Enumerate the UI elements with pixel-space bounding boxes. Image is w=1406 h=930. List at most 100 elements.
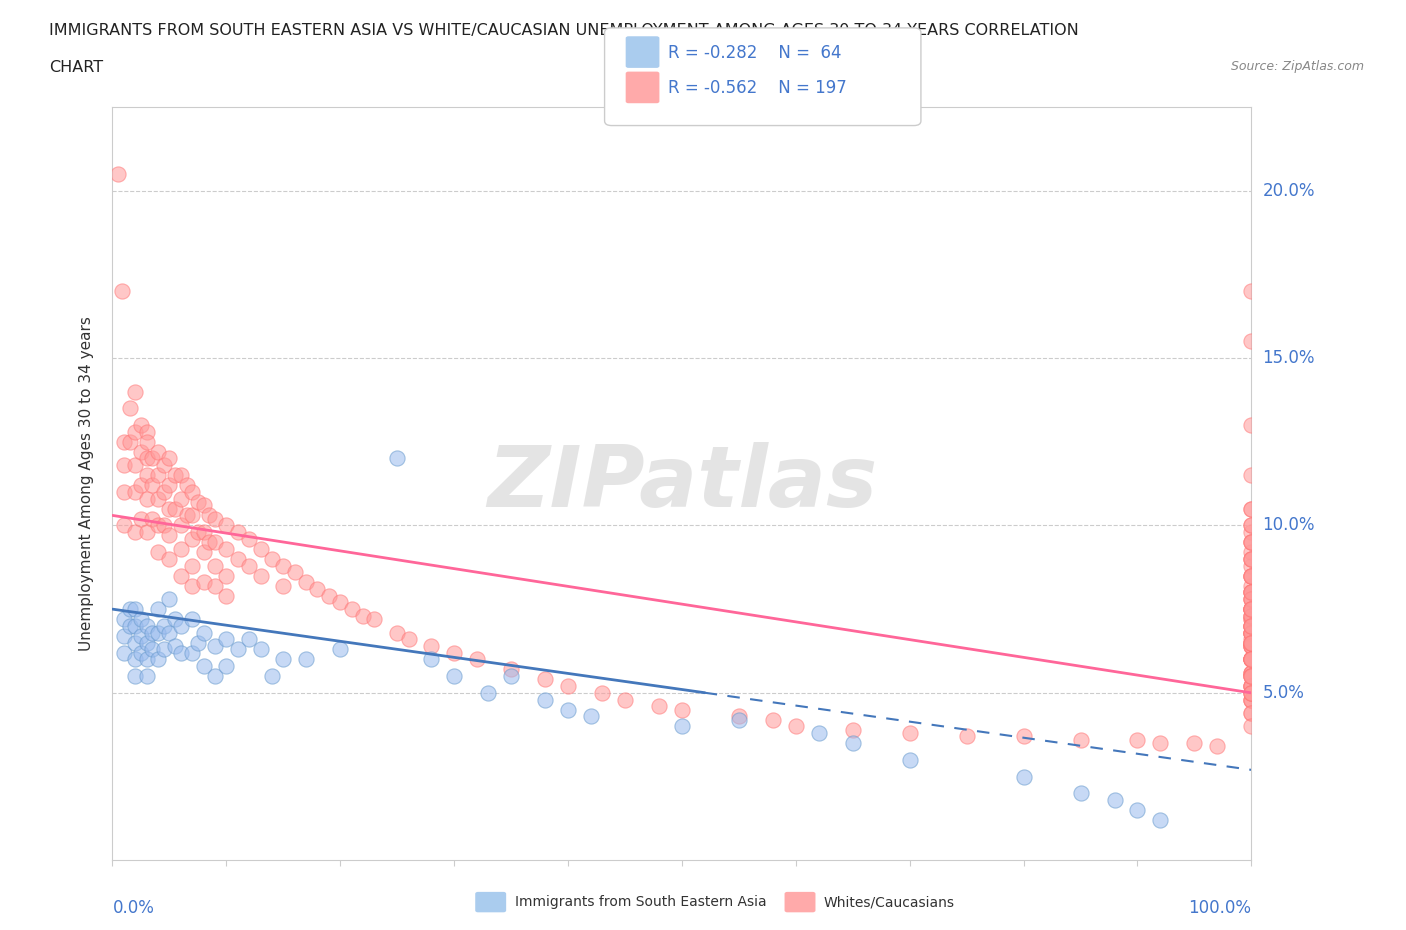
- Point: [1240, 665, 1263, 680]
- Point: [1240, 551, 1263, 566]
- Point: [1069, 786, 1091, 801]
- Point: [1240, 618, 1263, 633]
- Point: [1240, 631, 1263, 646]
- Point: [1240, 652, 1263, 667]
- Point: [1126, 732, 1149, 747]
- Point: [1240, 679, 1263, 694]
- Point: [1240, 518, 1263, 533]
- Point: [1184, 736, 1206, 751]
- Point: [1240, 652, 1263, 667]
- Point: [118, 434, 141, 449]
- Point: [124, 669, 146, 684]
- Point: [129, 418, 152, 432]
- Point: [841, 736, 863, 751]
- Point: [204, 639, 226, 654]
- Point: [238, 631, 260, 646]
- Point: [1240, 719, 1263, 734]
- Point: [1240, 692, 1263, 707]
- Point: [181, 508, 204, 523]
- Point: [129, 445, 152, 459]
- Point: [477, 685, 499, 700]
- Point: [135, 652, 157, 667]
- Text: CHART: CHART: [49, 60, 103, 75]
- Point: [112, 434, 135, 449]
- Point: [118, 602, 141, 617]
- Text: ZIPatlas: ZIPatlas: [486, 442, 877, 525]
- Point: [260, 669, 283, 684]
- Point: [352, 608, 374, 623]
- Point: [363, 612, 385, 627]
- Point: [176, 508, 198, 523]
- Point: [110, 284, 132, 299]
- Point: [165, 468, 187, 483]
- Point: [159, 591, 180, 606]
- Point: [1069, 732, 1091, 747]
- Point: [557, 679, 579, 694]
- Point: [1240, 685, 1263, 700]
- Point: [226, 551, 249, 566]
- Point: [146, 518, 169, 533]
- Point: [1240, 618, 1263, 633]
- Point: [1240, 568, 1263, 583]
- Text: Source: ZipAtlas.com: Source: ZipAtlas.com: [1230, 60, 1364, 73]
- Point: [112, 612, 135, 627]
- Point: [1240, 639, 1263, 654]
- Point: [146, 602, 169, 617]
- Point: [1240, 635, 1263, 650]
- Point: [198, 508, 221, 523]
- Point: [1240, 591, 1263, 606]
- Point: [613, 692, 636, 707]
- Point: [135, 434, 157, 449]
- Point: [129, 512, 152, 526]
- Point: [129, 629, 152, 644]
- Point: [671, 719, 693, 734]
- Text: 15.0%: 15.0%: [1263, 349, 1315, 367]
- Point: [271, 558, 295, 573]
- Point: [141, 512, 163, 526]
- Point: [591, 685, 613, 700]
- Point: [1149, 736, 1171, 751]
- Point: [249, 541, 271, 556]
- Point: [1240, 639, 1263, 654]
- Point: [238, 531, 260, 546]
- Point: [170, 518, 193, 533]
- Point: [1012, 769, 1035, 784]
- Point: [1240, 418, 1263, 432]
- Point: [1240, 639, 1263, 654]
- Point: [141, 478, 163, 493]
- Point: [1240, 685, 1263, 700]
- Point: [170, 618, 193, 633]
- Point: [112, 645, 135, 660]
- Point: [385, 625, 409, 640]
- Point: [1240, 602, 1263, 617]
- Point: [124, 485, 146, 499]
- Point: [118, 618, 141, 633]
- Point: [215, 589, 238, 604]
- Point: [152, 485, 174, 499]
- Point: [1240, 608, 1263, 623]
- Point: [141, 642, 163, 657]
- Point: [1240, 612, 1263, 627]
- Point: [146, 491, 169, 506]
- Point: [1240, 706, 1263, 721]
- Point: [318, 589, 340, 604]
- Point: [146, 445, 169, 459]
- Point: [204, 535, 226, 550]
- Point: [1240, 568, 1263, 583]
- Point: [1240, 669, 1263, 684]
- Point: [187, 525, 209, 539]
- Point: [728, 712, 751, 727]
- Point: [465, 652, 488, 667]
- Point: [146, 545, 169, 560]
- Point: [284, 565, 307, 579]
- Point: [1240, 669, 1263, 684]
- Point: [1240, 635, 1263, 650]
- Point: [1240, 625, 1263, 640]
- Point: [1206, 739, 1229, 754]
- Point: [1240, 535, 1263, 550]
- Point: [579, 709, 602, 724]
- Point: [1240, 669, 1263, 684]
- Point: [1240, 625, 1263, 640]
- Text: 10.0%: 10.0%: [1263, 516, 1315, 535]
- Point: [1240, 625, 1263, 640]
